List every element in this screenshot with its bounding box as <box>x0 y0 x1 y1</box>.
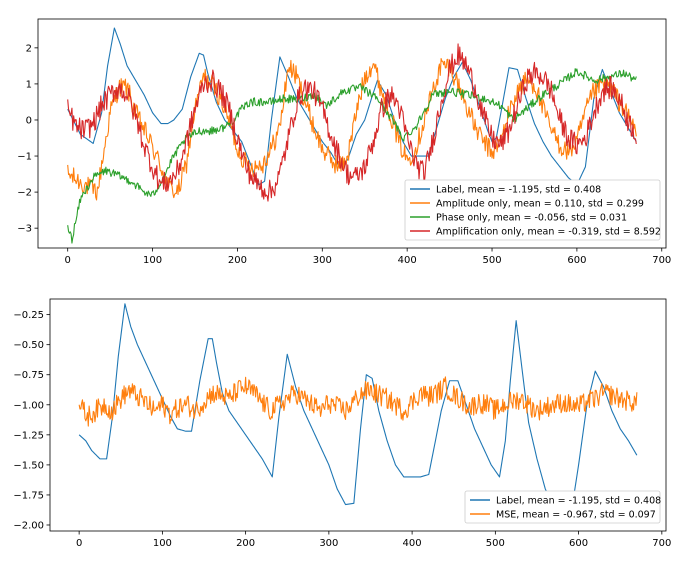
x-tick-label: 200 <box>236 538 255 549</box>
x-tick-label: 500 <box>486 538 505 549</box>
bottom-chart: 0 100 200 300 400 500 600 700 −2.00 −1.75 −1.50 −1.… <box>13 298 671 549</box>
legend: Label, mean = -1.195, std = 0.408 Amplitu… <box>404 179 661 241</box>
legend-entry: MSE, mean = -0.967, std = 0.097 <box>496 510 656 521</box>
plot-frame <box>49 298 667 532</box>
x-tick-label: 500 <box>482 255 501 266</box>
y-tick-label: −1.00 <box>13 400 44 411</box>
legend-entry: Amplitude only, mean = 0.110, std = 0.29… <box>436 199 644 210</box>
legend-entry: Phase only, mean = -0.056, std = 0.031 <box>436 213 627 224</box>
legend-entry: Label, mean = -1.195, std = 0.408 <box>496 496 661 507</box>
x-tick-label: 300 <box>319 538 338 549</box>
x-tick-label: 300 <box>313 255 332 266</box>
y-tick-label: −3 <box>17 224 32 235</box>
series-line-1 <box>78 303 638 520</box>
top-chart: 0 100 200 300 400 500 600 700 −3 −2 −1 0 1 2 Label, me… <box>17 18 671 266</box>
y-tick-label: −1.75 <box>13 490 44 501</box>
x-tick-label: 700 <box>652 538 671 549</box>
series-line-2 <box>67 58 637 201</box>
legend-box <box>404 179 661 241</box>
y-tick-label: −1.25 <box>13 430 44 441</box>
x-tick-label: 0 <box>76 538 82 549</box>
y-tick-label: 1 <box>26 79 32 90</box>
x-tick-label: 100 <box>143 255 162 266</box>
series-line-4 <box>67 43 637 202</box>
x-tick-label: 400 <box>398 255 417 266</box>
legend-entry: Label, mean = -1.195, std = 0.408 <box>436 185 601 196</box>
y-tick-label: −0.75 <box>13 370 44 381</box>
legend-box <box>464 490 661 524</box>
plot-frame <box>37 18 667 249</box>
x-tick-label: 400 <box>403 538 422 549</box>
y-tick-label: −0.25 <box>13 310 44 321</box>
y-tick-label: −2.00 <box>13 520 44 531</box>
x-tick-label: 600 <box>569 538 588 549</box>
y-tick-label: −2 <box>17 188 32 199</box>
y-tick-label: 0 <box>26 115 32 126</box>
y-tick-label: −0.50 <box>13 340 44 351</box>
legend: Label, mean = -1.195, std = 0.408 MSE, me… <box>464 490 661 524</box>
series-line-2 <box>78 376 638 427</box>
x-tick-label: 100 <box>153 538 172 549</box>
y-tick-label: 2 <box>26 43 32 54</box>
y-tick-label: −1.50 <box>13 460 44 471</box>
x-tick-label: 700 <box>652 255 671 266</box>
legend-entry: Amplification only, mean = -0.319, std =… <box>436 227 661 238</box>
series-line-1 <box>67 27 637 186</box>
x-tick-label: 200 <box>228 255 247 266</box>
x-tick-label: 600 <box>567 255 586 266</box>
y-tick-label: −1 <box>17 152 32 163</box>
x-tick-label: 0 <box>65 255 71 266</box>
